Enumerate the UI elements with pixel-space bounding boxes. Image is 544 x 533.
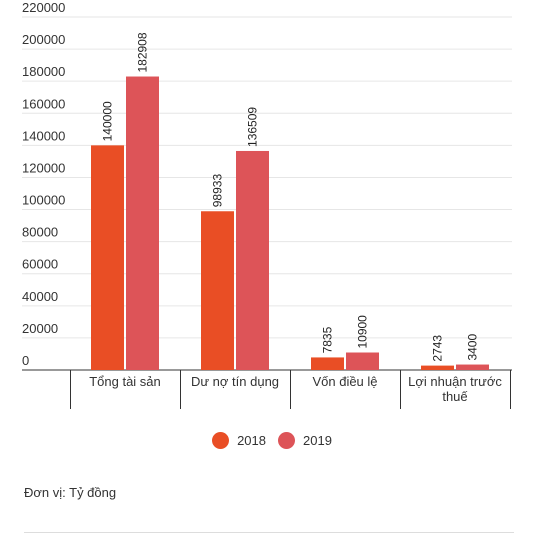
bar-value-label: 182908 [136, 32, 150, 72]
bar-2018 [91, 145, 124, 370]
y-tick-label: 200000 [22, 32, 65, 47]
x-category-label: thuế [442, 389, 468, 404]
y-tick-label: 160000 [22, 96, 65, 111]
bar-value-label: 10900 [356, 315, 370, 349]
bar-chart: 0 20000 40000 60000 80000 100000 120000 140000 1… [22, 0, 512, 409]
legend-marker-2018 [212, 432, 230, 449]
y-tick-label: 220000 [22, 0, 65, 15]
y-tick-label: 20000 [22, 321, 58, 336]
bar-2019 [456, 364, 489, 370]
bar-2018 [311, 357, 344, 370]
y-tick-label: 120000 [22, 160, 65, 175]
x-category-label: Lợi nhuận trước [408, 374, 502, 389]
bar-2019 [236, 150, 269, 370]
bar-2018 [201, 211, 234, 370]
legend-label-2019: 2019 [303, 433, 332, 448]
bar-2019 [126, 76, 159, 370]
y-tick-label: 180000 [22, 64, 65, 79]
legend-item-2019[interactable]: 2019 [278, 432, 332, 449]
legend-marker-2019 [278, 432, 295, 449]
y-tick-label: 60000 [22, 257, 58, 272]
chart-legend: 2018 2019 [0, 432, 544, 449]
y-tick-label: 140000 [22, 128, 65, 143]
bar-2019 [346, 352, 379, 370]
x-category-label: Dư nợ tín dụng [191, 374, 279, 389]
bar-value-label: 136509 [246, 107, 260, 147]
y-tick-label: 0 [22, 353, 29, 368]
bar-value-label: 2743 [431, 335, 445, 362]
legend-label-2018: 2018 [237, 433, 266, 448]
y-tick-label: 100000 [22, 193, 65, 208]
unit-note: Đơn vị: Tỷ đồng [24, 485, 117, 500]
bar-value-label: 3400 [466, 334, 480, 361]
y-tick-label: 40000 [22, 289, 58, 304]
bar-value-label: 140000 [101, 101, 115, 141]
x-category-label: Tổng tài sản [89, 374, 161, 389]
x-category-label: Vốn điều lệ [312, 374, 377, 389]
bar-2018 [421, 365, 454, 370]
legend-item-2018[interactable]: 2018 [212, 432, 266, 449]
y-tick-label: 80000 [22, 225, 58, 240]
bar-value-label: 98933 [211, 174, 225, 208]
bar-value-label: 7835 [321, 326, 335, 353]
